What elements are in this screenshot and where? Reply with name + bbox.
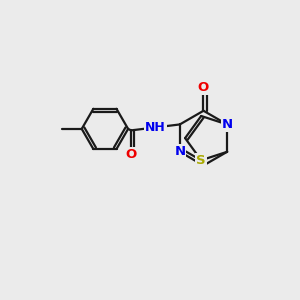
Text: S: S: [196, 154, 206, 167]
Text: N: N: [174, 145, 185, 158]
Text: O: O: [198, 81, 209, 94]
Text: N: N: [222, 118, 233, 131]
Text: O: O: [125, 148, 137, 161]
Text: NH: NH: [145, 121, 166, 134]
